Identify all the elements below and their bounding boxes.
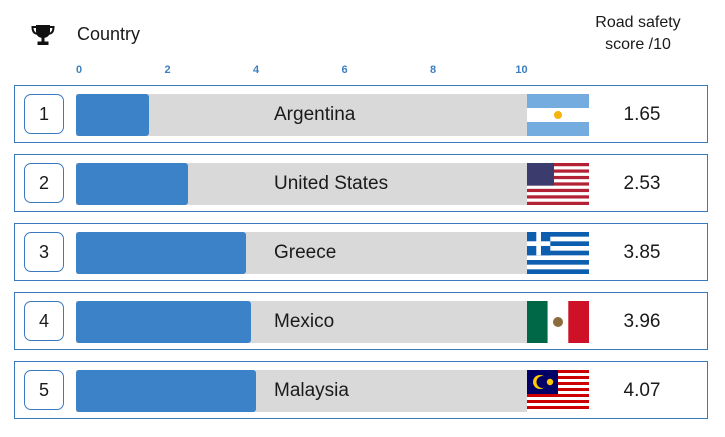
bar-track: Argentina — [76, 94, 529, 136]
tick-label-0: 0 — [75, 64, 83, 76]
greece-flag-icon — [527, 232, 589, 274]
score-value: 2.53 — [623, 173, 661, 194]
chart-header: Country Road safety score /10 — [0, 0, 725, 80]
country-label: Argentina — [274, 104, 356, 125]
table-row: 3 Greece 3.85 — [14, 223, 708, 281]
country-column-title: Country — [77, 24, 141, 44]
country-label: United States — [274, 173, 389, 194]
tick-label-8: 8 — [429, 64, 437, 76]
rank-badge: 1 — [24, 94, 64, 134]
country-label: Greece — [274, 242, 337, 263]
tick-label-2: 2 — [164, 64, 171, 76]
table-row: 1 Argentina 1.65 — [14, 85, 708, 143]
tick-label-6: 6 — [341, 64, 348, 76]
tick-label-4: 4 — [252, 64, 260, 76]
country-label: Mexico — [274, 311, 335, 332]
score-value: 4.07 — [623, 380, 661, 401]
bar-argentina — [76, 94, 149, 136]
table-row: 5 Malaysia 4.07 — [14, 361, 708, 419]
rank-badge: 3 — [24, 232, 64, 272]
malaysia-flag-icon — [527, 370, 589, 412]
score-column-title: Road safety score /10 — [585, 12, 691, 56]
rank-badge: 5 — [24, 370, 64, 410]
argentina-flag-icon — [527, 94, 589, 136]
score-title-line-2: score /10 — [605, 36, 671, 53]
table-row: 4 Mexico 3.96 — [14, 292, 708, 350]
bar-track: United States — [76, 163, 529, 205]
score-value: 1.65 — [623, 104, 661, 125]
country-label: Malaysia — [274, 380, 349, 401]
bar-track: Malaysia — [76, 370, 529, 412]
bar-track: Mexico — [76, 301, 529, 343]
bar-united-states — [76, 163, 188, 205]
bar-mexico — [76, 301, 252, 343]
rank-badge: 4 — [24, 301, 64, 341]
score-title-line-1: Road safety — [595, 14, 681, 31]
x-axis-ticks: 0 2 4 6 8 10 — [0, 64, 725, 80]
score-value: 3.85 — [623, 242, 661, 263]
bar-malaysia — [76, 370, 257, 412]
trophy-icon — [30, 22, 56, 48]
bar-greece — [76, 232, 247, 274]
score-value: 3.96 — [623, 311, 661, 332]
tick-label-10: 10 — [515, 64, 528, 76]
united-states-flag-icon — [527, 163, 589, 205]
table-row: 2 United States 2.53 — [14, 154, 708, 212]
rank-badge: 2 — [24, 163, 64, 203]
mexico-flag-icon — [527, 301, 589, 343]
bar-track: Greece — [76, 232, 529, 274]
